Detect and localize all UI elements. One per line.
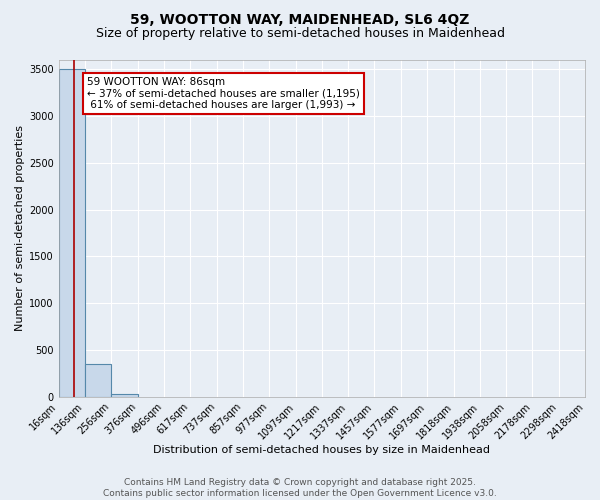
Y-axis label: Number of semi-detached properties: Number of semi-detached properties <box>15 126 25 332</box>
Text: 59, WOOTTON WAY, MAIDENHEAD, SL6 4QZ: 59, WOOTTON WAY, MAIDENHEAD, SL6 4QZ <box>130 12 470 26</box>
Text: 59 WOOTTON WAY: 86sqm
← 37% of semi-detached houses are smaller (1,195)
 61% of : 59 WOOTTON WAY: 86sqm ← 37% of semi-deta… <box>87 77 360 110</box>
Text: Size of property relative to semi-detached houses in Maidenhead: Size of property relative to semi-detach… <box>95 28 505 40</box>
Bar <box>85 364 112 396</box>
Bar <box>59 70 85 396</box>
Text: Contains HM Land Registry data © Crown copyright and database right 2025.
Contai: Contains HM Land Registry data © Crown c… <box>103 478 497 498</box>
X-axis label: Distribution of semi-detached houses by size in Maidenhead: Distribution of semi-detached houses by … <box>154 445 490 455</box>
Bar <box>112 394 137 396</box>
